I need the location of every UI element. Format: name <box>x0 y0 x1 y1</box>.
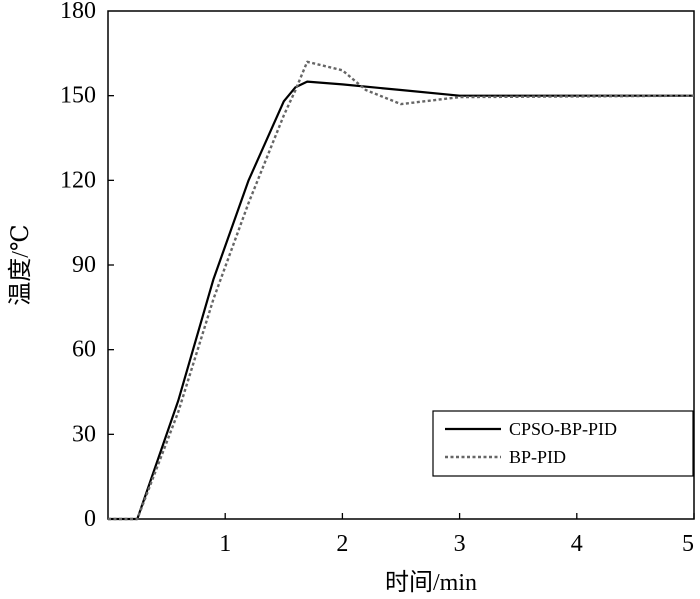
y-tick-label: 120 <box>60 167 96 193</box>
x-tick-label: 4 <box>571 531 583 557</box>
y-axis-ticks: 0 30 60 90 120 150 180 <box>60 0 114 532</box>
x-axis-ticks: 1 2 3 4 5 <box>219 513 695 557</box>
legend: CPSO-BP-PID BP-PID <box>432 410 694 477</box>
y-tick-label: 180 <box>60 0 96 24</box>
y-tick-label: 30 <box>72 421 96 447</box>
series-line-cpso-bp-pid <box>108 80 694 521</box>
legend-label-cpso-bp-pid: CPSO-BP-PID <box>509 419 617 439</box>
x-tick-label: 2 <box>336 531 348 557</box>
y-tick-label: 0 <box>84 506 96 532</box>
x-tick-label: 1 <box>219 531 231 557</box>
y-tick-label: 150 <box>60 83 96 109</box>
y-tick-label: 90 <box>72 252 96 278</box>
series-line-bp-pid <box>108 60 695 521</box>
x-tick-label: 3 <box>454 531 466 557</box>
y-tick-label: 60 <box>72 337 96 363</box>
y-axis-label: 温度/℃ <box>7 224 34 306</box>
legend-box <box>432 410 694 477</box>
legend-label-bp-pid: BP-PID <box>509 447 566 467</box>
series-lines <box>108 60 695 521</box>
x-axis-label: 时间/min <box>385 569 477 596</box>
x-tick-label: 5 <box>682 531 694 557</box>
